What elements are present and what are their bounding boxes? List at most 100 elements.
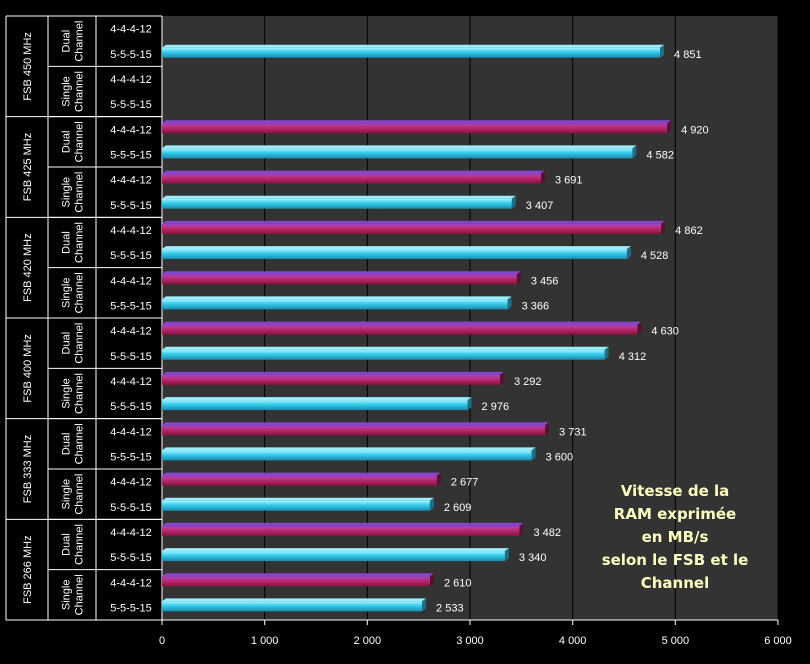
bar: [162, 148, 633, 159]
bar-top: [162, 246, 631, 250]
channel-label: SingleChannel: [61, 272, 86, 313]
bar-side: [661, 220, 666, 234]
timing-label: 4-4-4-12: [110, 225, 152, 237]
value-label: 2 976: [482, 401, 510, 413]
bar-side: [516, 271, 521, 285]
channel-label-line: Single: [61, 177, 73, 208]
x-tick-label: 3 000: [456, 635, 484, 647]
bar: [162, 324, 638, 335]
bar-top: [162, 195, 516, 199]
category-axis: 4-4-4-125-5-5-15DualChannel4-4-4-125-5-5…: [5, 15, 163, 621]
timing-label: 4-4-4-12: [110, 376, 152, 388]
bar-top: [162, 346, 609, 350]
bar: [162, 274, 517, 285]
value-label: 4 312: [619, 351, 647, 363]
bar-top: [162, 497, 434, 501]
bar-side: [632, 145, 637, 159]
value-labels: 4 851 4 920 4 582 3 691 3 407 4 862 4 528 3 456…: [436, 49, 709, 615]
bar-side: [499, 371, 504, 385]
timing-label: 5-5-5-15: [110, 250, 152, 262]
channel-label-line: Single: [61, 580, 73, 611]
value-label: 2 610: [444, 577, 472, 589]
channel-label-line: Channel: [74, 524, 86, 565]
channel-label-line: Channel: [74, 272, 86, 313]
value-label: 3 600: [546, 451, 574, 463]
bar-side: [436, 472, 441, 486]
x-tick-label: 4 000: [559, 635, 587, 647]
value-label: 2 609: [444, 502, 472, 514]
bar: [162, 249, 627, 260]
x-tick-label: 2 000: [354, 635, 382, 647]
value-label: 4 851: [674, 49, 702, 61]
annotation-line: Channel: [640, 574, 710, 592]
timing-label: 4-4-4-12: [110, 527, 152, 539]
bar-side: [519, 522, 524, 536]
channel-label-line: Channel: [74, 172, 86, 213]
channel-label: SingleChannel: [61, 574, 86, 615]
channel-label: SingleChannel: [61, 474, 86, 515]
bar-top: [162, 120, 672, 124]
bar-top: [162, 472, 441, 476]
channel-label-line: Single: [61, 278, 73, 309]
bar: [162, 525, 520, 536]
bar-side: [637, 321, 642, 335]
x-tick-label: 1 000: [251, 635, 279, 647]
channel-label: SingleChannel: [61, 172, 86, 213]
timing-label: 5-5-5-15: [110, 49, 152, 61]
fsb-label: FSB 420 MHz: [22, 233, 34, 301]
channel-label: DualChannel: [61, 21, 86, 62]
value-label: 3 456: [531, 275, 559, 287]
bar-top: [162, 522, 524, 526]
channel-label-line: Dual: [61, 231, 73, 254]
annotation-line: en MB/s: [641, 528, 709, 546]
channel-label: DualChannel: [61, 423, 86, 464]
bar-side: [511, 195, 516, 209]
bar-side: [504, 548, 509, 562]
channel-label-line: Channel: [74, 71, 86, 112]
timing-label: 4-4-4-12: [110, 24, 152, 36]
timing-label: 4-4-4-12: [110, 74, 152, 86]
timing-label: 5-5-5-15: [110, 602, 152, 614]
x-axis: 0 1 000 2 000 3 000 4 000 5 000 6 000: [159, 619, 792, 647]
value-label: 2 677: [451, 477, 479, 489]
bar-top: [162, 170, 545, 174]
bar-top: [162, 271, 521, 275]
bar-top: [162, 371, 504, 375]
x-tick-label: 5 000: [662, 635, 690, 647]
bar: [162, 349, 605, 360]
timing-label: 5-5-5-15: [110, 552, 152, 564]
value-label: 4 630: [651, 326, 679, 338]
bar-top: [162, 321, 642, 325]
bar: [162, 198, 512, 209]
bar: [162, 576, 430, 587]
channel-label-line: Single: [61, 479, 73, 510]
x-tick-label: 6 000: [764, 635, 792, 647]
channel-label-line: Channel: [74, 373, 86, 414]
bar: [162, 450, 532, 461]
chart-annotation: Vitesse de la RAM exprimée en MB/s selon le…: [585, 480, 765, 595]
value-label: 3 340: [519, 552, 547, 564]
timing-label: 5-5-5-15: [110, 502, 152, 514]
timing-label: 5-5-5-15: [110, 149, 152, 161]
bar: [162, 601, 423, 612]
value-label: 3 407: [526, 200, 554, 212]
channel-label-line: Channel: [74, 121, 86, 162]
timing-label: 5-5-5-15: [110, 200, 152, 212]
bar-side: [604, 346, 609, 360]
annotation-line: selon le FSB et le: [601, 551, 749, 569]
channel-label-line: Dual: [61, 332, 73, 355]
fsb-label: FSB 400 MHz: [22, 334, 34, 402]
bar-top: [162, 573, 434, 577]
channel-label-line: Channel: [74, 574, 86, 615]
channel-label: SingleChannel: [61, 71, 86, 112]
value-label: 4 920: [681, 124, 709, 136]
x-tick-label: 0: [159, 635, 165, 647]
bar-top: [162, 44, 665, 48]
fsb-label: FSB 450 MHz: [22, 32, 34, 100]
timing-label: 5-5-5-15: [110, 300, 152, 312]
bar-side: [531, 447, 536, 461]
fsb-label: FSB 266 MHz: [22, 535, 34, 603]
bar: [162, 47, 661, 58]
bar-side: [429, 497, 434, 511]
